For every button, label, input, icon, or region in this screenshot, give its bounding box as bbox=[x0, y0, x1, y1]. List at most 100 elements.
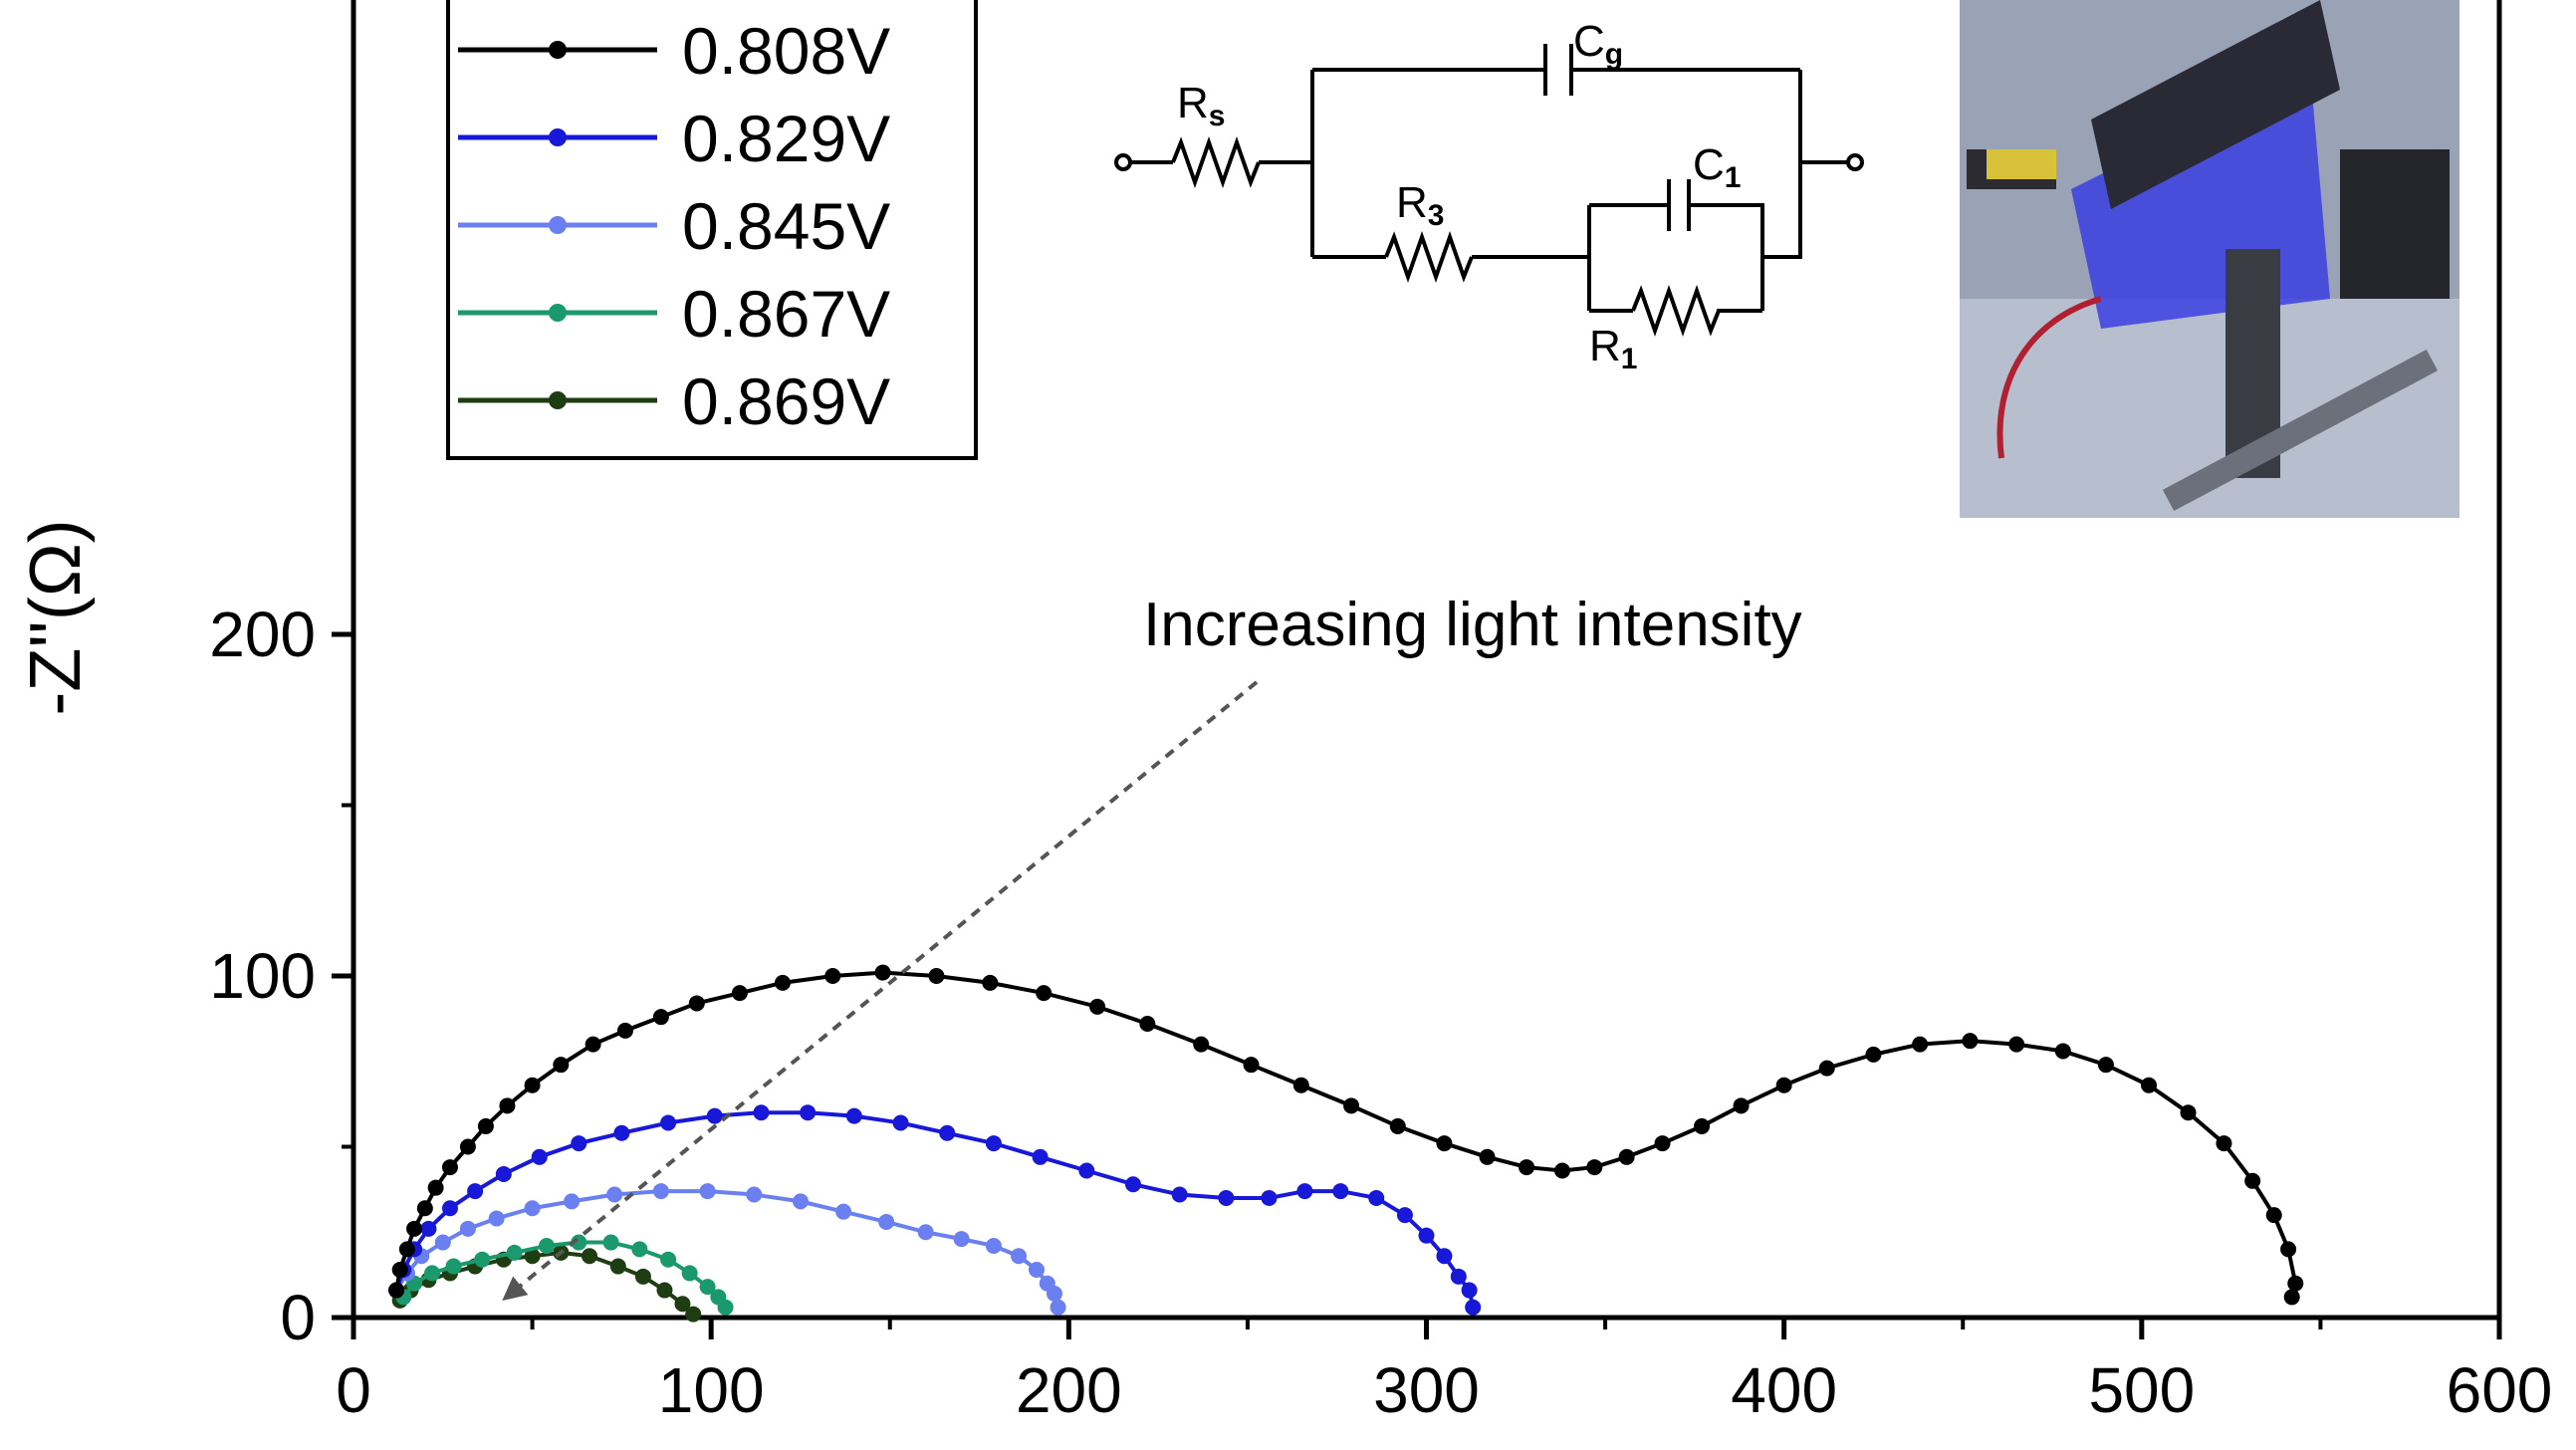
x-tick-label: 500 bbox=[2088, 1354, 2195, 1426]
data-point bbox=[613, 1124, 630, 1141]
data-point bbox=[878, 1213, 895, 1230]
data-point bbox=[1775, 1077, 1792, 1093]
data-point bbox=[928, 968, 945, 984]
data-point bbox=[2180, 1104, 2197, 1121]
series-0.829V bbox=[388, 1104, 1482, 1316]
data-point bbox=[1032, 1148, 1049, 1165]
legend-label: 0.845V bbox=[682, 189, 890, 263]
data-point bbox=[1046, 1285, 1062, 1302]
data-point bbox=[753, 1104, 770, 1121]
data-point bbox=[459, 1138, 476, 1155]
resistor-r3 bbox=[1384, 230, 1474, 284]
legend-label: 0.867V bbox=[682, 277, 890, 351]
legend-entry: 0.869V bbox=[458, 364, 890, 438]
data-point bbox=[388, 1282, 405, 1299]
y-tick-label: 0 bbox=[280, 1282, 316, 1353]
data-point bbox=[699, 1279, 716, 1296]
data-point bbox=[1368, 1189, 1385, 1206]
data-point bbox=[1050, 1299, 1066, 1316]
data-point bbox=[1962, 1033, 1979, 1050]
circuit-wire-c1 bbox=[1589, 203, 1764, 311]
data-point bbox=[1389, 1117, 1406, 1134]
legend-entry: 0.808V bbox=[458, 14, 890, 88]
legend: 0.808V 0.829V 0.845V 0.867V 0.869V bbox=[446, 0, 978, 460]
data-point bbox=[434, 1234, 451, 1251]
legend-entry: 0.867V bbox=[458, 277, 890, 351]
data-point bbox=[477, 1117, 494, 1134]
data-point bbox=[1418, 1227, 1435, 1244]
data-point bbox=[488, 1210, 505, 1227]
data-point bbox=[746, 1186, 763, 1203]
data-point bbox=[800, 1104, 817, 1121]
data-point bbox=[2054, 1043, 2071, 1060]
data-point bbox=[792, 1193, 809, 1210]
data-point bbox=[2287, 1275, 2304, 1292]
series-line bbox=[394, 970, 2298, 1298]
data-point bbox=[731, 985, 748, 1002]
data-point bbox=[688, 995, 705, 1012]
data-point bbox=[391, 1261, 408, 1278]
data-point bbox=[892, 1114, 909, 1131]
label-r3: R3 bbox=[1396, 178, 1444, 232]
data-point bbox=[1292, 1077, 1309, 1093]
data-point bbox=[674, 1296, 691, 1313]
legend-box bbox=[446, 0, 978, 460]
photo-rail bbox=[2162, 349, 2439, 512]
data-point bbox=[939, 1124, 956, 1141]
data-point bbox=[1261, 1189, 1278, 1206]
data-point bbox=[1436, 1248, 1453, 1265]
data-point bbox=[2280, 1241, 2297, 1258]
data-point bbox=[474, 1251, 491, 1268]
data-point bbox=[1553, 1162, 1570, 1179]
data-point bbox=[1818, 1060, 1835, 1077]
data-point bbox=[398, 1241, 415, 1258]
data-point bbox=[717, 1299, 734, 1316]
annotation-text: Increasing light intensity bbox=[1143, 591, 1802, 659]
data-point bbox=[571, 1234, 587, 1251]
data-point bbox=[874, 964, 891, 981]
resistor-rs bbox=[1171, 135, 1261, 189]
legend-label: 0.869V bbox=[682, 364, 890, 438]
data-point bbox=[1193, 1036, 1210, 1053]
x-tick-label: 0 bbox=[336, 1354, 371, 1426]
resistor-r1 bbox=[1631, 284, 1721, 338]
data-point bbox=[1461, 1282, 1478, 1299]
data-point bbox=[1396, 1207, 1413, 1224]
equivalent-circuit-inset bbox=[1114, 44, 1864, 338]
circuit-labels: Rs Cg R3 C1 R1 bbox=[1177, 17, 1741, 375]
data-point bbox=[1343, 1097, 1360, 1114]
data-point bbox=[845, 1107, 862, 1124]
data-point bbox=[2097, 1057, 2114, 1074]
data-point bbox=[660, 1114, 677, 1131]
data-point bbox=[585, 1036, 601, 1053]
data-point bbox=[1078, 1162, 1095, 1179]
data-point bbox=[571, 1135, 587, 1152]
data-point bbox=[427, 1179, 444, 1196]
data-point bbox=[2283, 1289, 2300, 1306]
data-point bbox=[2244, 1172, 2261, 1189]
experiment-photo-inset bbox=[1960, 0, 2459, 518]
data-point bbox=[606, 1186, 623, 1203]
y-tick-label: 100 bbox=[209, 940, 316, 1012]
data-point bbox=[602, 1234, 619, 1251]
data-point bbox=[1436, 1135, 1453, 1152]
legend-entry: 0.845V bbox=[458, 189, 890, 263]
data-point bbox=[1218, 1189, 1235, 1206]
x-tick-label: 400 bbox=[1731, 1354, 1837, 1426]
data-point bbox=[917, 1224, 934, 1241]
data-point bbox=[1029, 1261, 1046, 1278]
data-point bbox=[441, 1200, 458, 1217]
data-point bbox=[681, 1265, 698, 1282]
axis-ticks bbox=[332, 631, 2502, 1339]
capacitor-cg bbox=[1543, 44, 1573, 96]
data-point bbox=[506, 1244, 523, 1261]
data-point bbox=[953, 1231, 970, 1248]
data-point bbox=[985, 1237, 1002, 1254]
data-point bbox=[1036, 985, 1053, 1002]
data-point bbox=[1139, 1016, 1156, 1033]
photo-sample-holder bbox=[2091, 0, 2340, 209]
data-point bbox=[631, 1241, 648, 1258]
data-point bbox=[685, 1306, 702, 1323]
data-point bbox=[835, 1203, 852, 1220]
